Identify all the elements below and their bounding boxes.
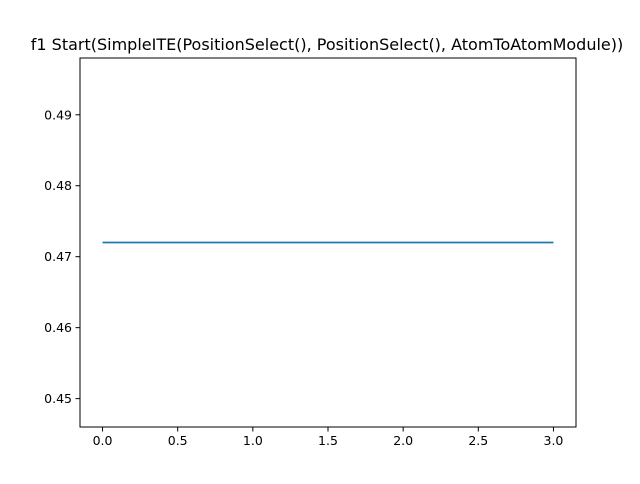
x-tick-label: 3.0 <box>544 433 564 448</box>
y-tick-label: 0.47 <box>44 249 72 264</box>
x-tick-label: 0.0 <box>93 433 113 448</box>
x-tick-label: 2.0 <box>393 433 413 448</box>
x-tick-label: 2.5 <box>468 433 488 448</box>
y-tick-label: 0.48 <box>44 178 72 193</box>
x-tick-label: 1.5 <box>318 433 338 448</box>
y-tick-label: 0.46 <box>44 320 72 335</box>
chart-title: f1 Start(SimpleITE(PositionSelect(), Pos… <box>31 35 623 54</box>
x-tick-label: 0.5 <box>168 433 188 448</box>
y-tick-label: 0.45 <box>44 391 72 406</box>
plot-area: 0.0 0.5 1.0 1.5 2.0 2.5 3.0 0.45 0.46 0.47 0.48 0.4… <box>44 57 577 448</box>
y-tick-label: 0.49 <box>44 107 72 122</box>
x-tick-label: 1.0 <box>243 433 263 448</box>
